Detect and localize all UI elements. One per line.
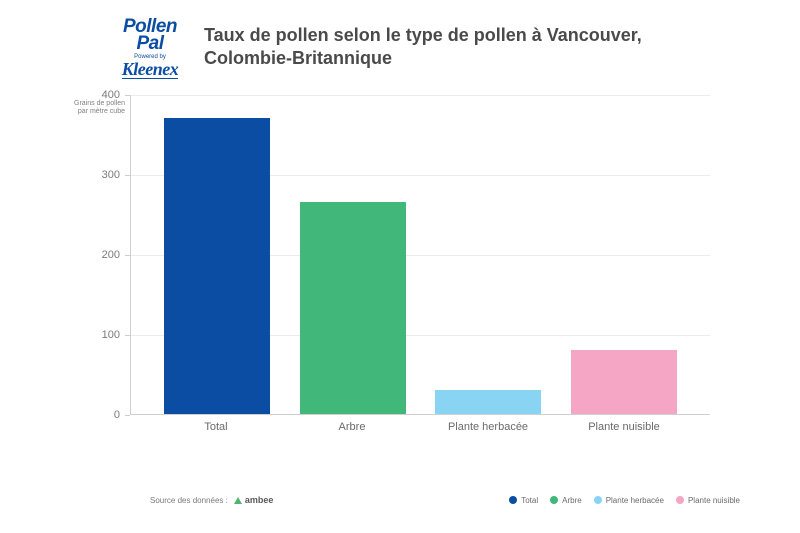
y-tick — [125, 175, 130, 176]
plot — [130, 95, 710, 415]
legend-label: Plante nuisible — [688, 496, 740, 505]
logo-pollenpal: Pollen Pal — [123, 18, 177, 52]
legend-swatch — [676, 496, 684, 504]
bar-slot — [421, 95, 557, 414]
legend-label: Arbre — [562, 496, 582, 505]
y-tick-label: 400 — [80, 89, 120, 101]
legend-item: Plante herbacée — [594, 496, 664, 505]
legend-item: Plante nuisible — [676, 496, 740, 505]
bar-plante-nuisible — [571, 350, 677, 414]
y-tick-label: 0 — [80, 409, 120, 421]
y-axis-title: Grains de pollen par mètre cube — [70, 100, 125, 117]
bar-slot — [149, 95, 285, 414]
y-tick — [125, 255, 130, 256]
legend-label: Total — [521, 496, 538, 505]
y-tick-label: 100 — [80, 329, 120, 341]
legend-swatch — [509, 496, 517, 504]
bar-plante-herbacée — [435, 390, 541, 414]
data-source: Source des données : ambee — [150, 495, 273, 505]
legend-item: Total — [509, 496, 538, 505]
ambee-triangle-icon — [234, 497, 242, 504]
x-labels: TotalArbrePlante herbacéePlante nuisible — [130, 421, 710, 433]
bar-total — [164, 118, 270, 414]
legend: Total Arbre Plante herbacée Plante nuisible — [509, 496, 740, 505]
legend-label: Plante herbacée — [606, 496, 664, 505]
brand-logo: Pollen Pal Powered by Kleenex — [110, 18, 190, 79]
bars-container — [131, 95, 710, 414]
source-provider: ambee — [245, 495, 274, 505]
y-tick — [125, 415, 130, 416]
chart-area: 0100200300400 TotalArbrePlante herbacéeP… — [130, 95, 710, 445]
ambee-logo: ambee — [234, 495, 274, 505]
y-tick — [125, 95, 130, 96]
legend-swatch — [550, 496, 558, 504]
x-label: Plante nuisible — [556, 421, 692, 433]
x-label: Plante herbacée — [420, 421, 556, 433]
footer: Source des données : ambee Total Arbre Pla… — [150, 495, 740, 505]
bar-arbre — [300, 202, 406, 414]
source-label: Source des données : — [150, 496, 228, 505]
kleenex-logo: Kleenex — [122, 60, 179, 79]
legend-swatch — [594, 496, 602, 504]
y-tick-label: 300 — [80, 169, 120, 181]
logo-line2: Pal — [136, 33, 163, 54]
x-label: Arbre — [284, 421, 420, 433]
bar-slot — [556, 95, 692, 414]
legend-item: Arbre — [550, 496, 582, 505]
y-tick — [125, 335, 130, 336]
bar-slot — [285, 95, 421, 414]
y-tick-label: 200 — [80, 249, 120, 261]
chart-title: Taux de pollen selon le type de pollen à… — [204, 18, 704, 71]
header: Pollen Pal Powered by Kleenex Taux de po… — [0, 0, 800, 79]
x-label: Total — [148, 421, 284, 433]
